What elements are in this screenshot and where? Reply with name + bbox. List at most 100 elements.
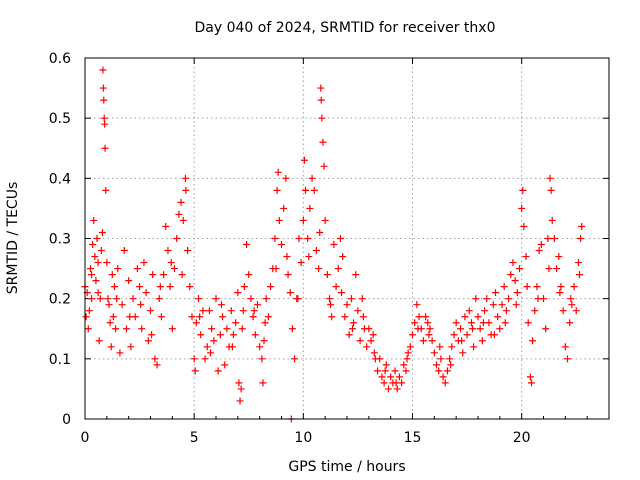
grid-layer [85, 58, 609, 419]
data-point [574, 259, 582, 267]
data-point [173, 235, 181, 242]
data-point [367, 337, 375, 345]
x-axis-label: GPS time / hours [288, 459, 405, 475]
data-point [356, 337, 364, 345]
data-point [519, 186, 527, 194]
data-point [384, 385, 392, 393]
data-point [465, 307, 473, 315]
data-point [214, 367, 222, 375]
data-point [160, 271, 168, 279]
data-point [534, 295, 542, 303]
data-point [217, 301, 225, 309]
data-point [109, 313, 117, 321]
data-point [297, 259, 305, 267]
data-point [107, 343, 115, 351]
y-tick-label: 0.5 [49, 111, 71, 127]
data-point [243, 241, 251, 249]
data-point [89, 241, 97, 249]
data-point [99, 66, 107, 74]
data-point [317, 96, 325, 104]
data-point [550, 235, 558, 242]
data-point [443, 367, 451, 375]
data-point [149, 271, 157, 279]
data-point [556, 289, 564, 297]
data-point [96, 295, 104, 303]
data-point [350, 319, 358, 327]
data-point [469, 325, 477, 333]
data-point [118, 301, 126, 309]
data-point [428, 337, 436, 345]
data-point [102, 186, 110, 194]
data-point [524, 319, 532, 327]
data-point [235, 379, 243, 387]
plot-frame [84, 57, 610, 420]
data-point [295, 235, 303, 242]
data-point [535, 247, 543, 255]
data-point [520, 222, 528, 230]
data-point [531, 307, 539, 315]
data-point [85, 307, 93, 315]
data-point [216, 331, 224, 339]
data-point [511, 277, 519, 285]
data-point [178, 271, 186, 279]
data-point [387, 373, 395, 381]
data-point [467, 319, 475, 327]
data-point [576, 271, 584, 279]
x-tick-label: 15 [404, 430, 422, 446]
data-point [369, 331, 377, 339]
data-point [259, 379, 267, 387]
data-point [105, 301, 113, 309]
data-point [446, 355, 454, 363]
data-point [197, 331, 205, 339]
data-point [370, 349, 378, 357]
data-point [529, 337, 537, 345]
data-point [219, 313, 227, 321]
data-point [312, 247, 320, 255]
data-point [502, 307, 510, 315]
data-point [430, 349, 438, 357]
data-point [501, 319, 509, 327]
data-point [553, 265, 561, 273]
data-point [256, 343, 264, 351]
data-point [129, 295, 137, 303]
data-point [555, 253, 563, 261]
data-point [461, 313, 469, 321]
data-point [156, 283, 164, 291]
data-point [186, 283, 194, 291]
data-point [490, 331, 498, 339]
data-point [527, 379, 535, 387]
data-point [523, 283, 531, 291]
data-point [327, 301, 335, 309]
data-point [422, 313, 430, 321]
data-point [291, 355, 299, 363]
data-point [203, 343, 211, 351]
data-point [352, 271, 360, 279]
data-point [125, 277, 133, 285]
data-point [478, 337, 486, 345]
data-point [223, 325, 231, 333]
data-point [142, 289, 150, 297]
data-point [199, 307, 207, 315]
data-point [424, 319, 432, 327]
data-point [557, 283, 565, 291]
data-point [232, 319, 240, 327]
data-point [376, 355, 384, 363]
data-point [99, 84, 107, 92]
data-point [425, 331, 433, 339]
data-point [509, 259, 517, 267]
ticks-layer: 0 0.1 0.2 0.3 0.4 0.5 0.6 0 5 10 15 20 [49, 51, 609, 446]
y-tick-label: 0.6 [49, 51, 71, 67]
data-point [136, 283, 144, 291]
data-point [283, 253, 291, 261]
data-point [212, 295, 220, 303]
data-point [92, 277, 100, 285]
data-point [310, 186, 318, 194]
data-point [166, 283, 174, 291]
data-point [182, 186, 190, 194]
data-point [347, 295, 355, 303]
data-point [104, 295, 112, 303]
data-point [113, 295, 121, 303]
data-point [505, 295, 513, 303]
data-point [94, 259, 102, 267]
data-point [542, 325, 550, 333]
